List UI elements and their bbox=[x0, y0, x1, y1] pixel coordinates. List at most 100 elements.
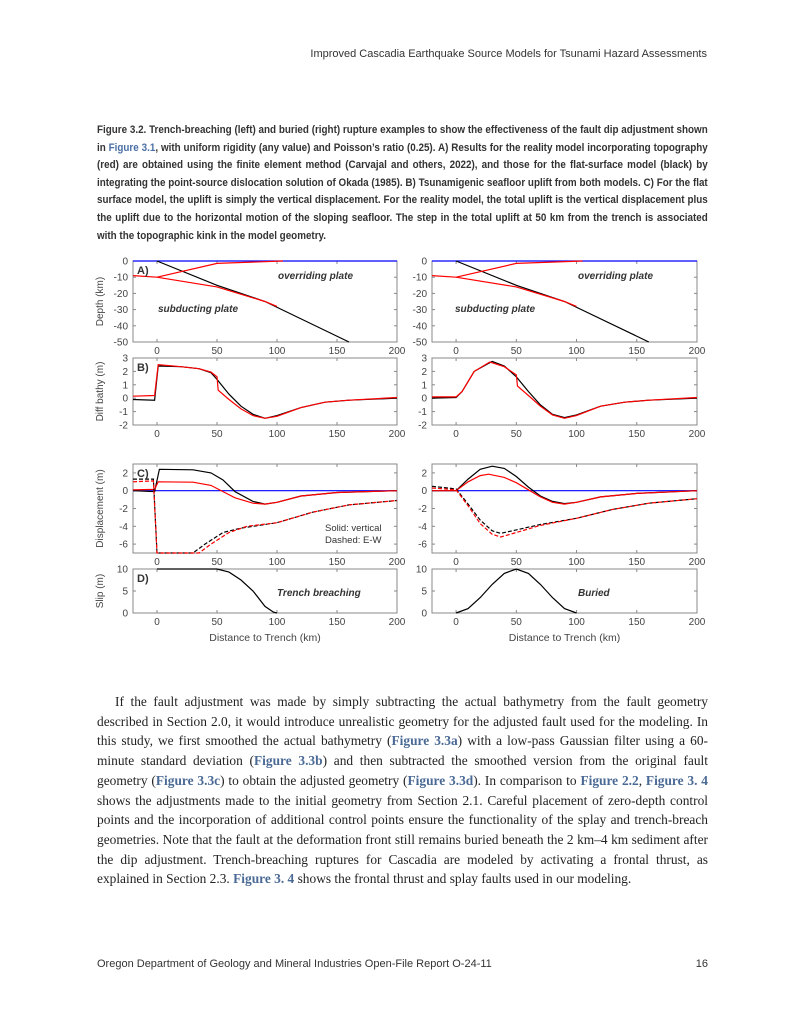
x-tick-label: 50 bbox=[211, 346, 223, 357]
x-tick-label: 0 bbox=[154, 429, 160, 440]
x-tick-label: 200 bbox=[389, 617, 406, 628]
x-tick-label: 150 bbox=[628, 429, 645, 440]
y-tick-label: 2 bbox=[421, 468, 427, 479]
y-tick-label: -30 bbox=[413, 305, 428, 316]
x-tick-label: 50 bbox=[211, 429, 223, 440]
x-tick-label: 100 bbox=[269, 617, 286, 628]
panel-label: A) bbox=[137, 265, 149, 277]
x-tick-label: 50 bbox=[511, 429, 523, 440]
text-run: Figure 3.2. Trench-breaching (left) and … bbox=[97, 124, 708, 154]
y-tick-label: 0 bbox=[421, 486, 427, 497]
footer-report: Oregon Department of Geology and Mineral… bbox=[97, 958, 492, 970]
y-tick-label: 1 bbox=[421, 380, 427, 391]
series-reality-e-w bbox=[132, 480, 398, 554]
y-tick-label: -10 bbox=[413, 273, 428, 284]
text-run: If the fault adjustment was made by simp… bbox=[97, 694, 708, 749]
y-tick-label: 0 bbox=[122, 394, 128, 405]
y-tick-label: 3 bbox=[122, 354, 128, 365]
x-tick-label: 50 bbox=[511, 346, 523, 357]
axes-box bbox=[132, 357, 398, 426]
x-tick-label: 100 bbox=[568, 557, 585, 568]
series-slip bbox=[157, 568, 278, 614]
panel-label: B) bbox=[137, 362, 149, 374]
y-tick-label: -40 bbox=[114, 321, 129, 332]
figure-link[interactable]: Figure 3. 4 bbox=[645, 772, 708, 788]
figure-link[interactable]: Figure 3. 4 bbox=[233, 871, 295, 887]
text-run: shows the adjustments made to the initia… bbox=[97, 792, 708, 887]
y-tick-label: 0 bbox=[122, 486, 128, 497]
axes-box bbox=[431, 568, 698, 614]
text-run: ) to obtain the adjusted geometry ( bbox=[220, 772, 408, 788]
x-tick-label: 100 bbox=[269, 346, 286, 357]
x-tick-label: 200 bbox=[689, 557, 706, 568]
y-tick-label: -2 bbox=[418, 504, 427, 515]
y-tick-label: 2 bbox=[122, 468, 128, 479]
annotation-overriding-plate: overriding plate bbox=[578, 271, 653, 282]
x-tick-label: 200 bbox=[689, 429, 706, 440]
x-tick-label: 0 bbox=[453, 429, 459, 440]
y-axis-label: Displacement (m) bbox=[95, 469, 106, 547]
y-tick-label: -30 bbox=[114, 305, 129, 316]
x-tick-label: 200 bbox=[389, 557, 406, 568]
figure-link[interactable]: Figure 3.3c bbox=[155, 772, 221, 788]
y-tick-label: -6 bbox=[418, 540, 427, 551]
y-axis-label: Slip (m) bbox=[95, 574, 106, 608]
x-tick-label: 50 bbox=[511, 557, 523, 568]
x-tick-label: 200 bbox=[389, 429, 406, 440]
axes-box bbox=[431, 463, 698, 554]
body-paragraph: If the fault adjustment was made by simp… bbox=[97, 692, 708, 889]
y-axis-label: Depth (km) bbox=[95, 277, 106, 326]
text-run: shows the frontal thrust and splay fault… bbox=[294, 871, 632, 887]
y-tick-label: -2 bbox=[119, 504, 128, 515]
legend-solid: Solid: vertical bbox=[325, 523, 382, 534]
y-tick-label: -40 bbox=[413, 321, 428, 332]
x-tick-label: 150 bbox=[329, 557, 346, 568]
y-tick-label: -1 bbox=[418, 407, 427, 418]
x-tick-label: 150 bbox=[628, 346, 645, 357]
annotation-subducting-plate: subducting plate bbox=[158, 304, 238, 315]
y-tick-label: -20 bbox=[114, 289, 129, 300]
y-tick-label: -50 bbox=[413, 338, 428, 349]
series-reality-fault bbox=[132, 275, 278, 307]
x-tick-label: 150 bbox=[329, 346, 346, 357]
y-tick-label: 0 bbox=[122, 257, 128, 268]
series-reality-fault bbox=[431, 275, 577, 307]
text-run: , bbox=[638, 772, 646, 788]
x-tick-label: 50 bbox=[211, 557, 223, 568]
series-reality-seafloor bbox=[455, 260, 583, 278]
legend-dashed: Dashed: E-W bbox=[325, 535, 382, 546]
figure-link[interactable]: Figure 3.3d bbox=[407, 772, 474, 788]
figure-link[interactable]: Figure 3.1 bbox=[108, 141, 156, 154]
y-tick-label: -1 bbox=[119, 407, 128, 418]
y-tick-label: 1 bbox=[122, 380, 128, 391]
x-tick-label: 100 bbox=[568, 346, 585, 357]
figure-caption: Figure 3.2. Trench-breaching (left) and … bbox=[97, 122, 708, 245]
y-tick-label: 0 bbox=[122, 609, 128, 620]
series-slip bbox=[455, 568, 577, 614]
y-tick-label: -10 bbox=[114, 273, 129, 284]
x-tick-label: 150 bbox=[628, 617, 645, 628]
x-tick-label: 150 bbox=[329, 617, 346, 628]
axes-box bbox=[132, 463, 398, 554]
series-reality bbox=[132, 364, 398, 419]
panel-label: C) bbox=[137, 468, 149, 480]
y-tick-label: 0 bbox=[421, 257, 427, 268]
x-tick-label: 0 bbox=[154, 617, 160, 628]
figure-link[interactable]: Figure 3.3a bbox=[391, 733, 458, 749]
y-tick-label: 5 bbox=[421, 587, 427, 598]
figure-link[interactable]: Figure 3.3b bbox=[253, 753, 323, 769]
y-tick-label: -4 bbox=[418, 522, 427, 533]
series-reality bbox=[432, 361, 698, 419]
text-run: ) with a low-pass Gaussian filter using … bbox=[97, 733, 709, 769]
y-tick-label: -6 bbox=[119, 540, 128, 551]
x-tick-label: 200 bbox=[389, 346, 406, 357]
x-tick-label: 50 bbox=[511, 617, 523, 628]
x-axis-label: Distance to Trench (km) bbox=[209, 632, 320, 644]
page-footer: Oregon Department of Geology and Mineral… bbox=[97, 958, 708, 970]
y-tick-label: 5 bbox=[122, 587, 128, 598]
figure-link[interactable]: Figure 2.2 bbox=[580, 772, 639, 788]
series-reality-e-w bbox=[431, 487, 698, 538]
y-tick-label: 10 bbox=[416, 565, 428, 576]
y-tick-label: -20 bbox=[413, 289, 428, 300]
